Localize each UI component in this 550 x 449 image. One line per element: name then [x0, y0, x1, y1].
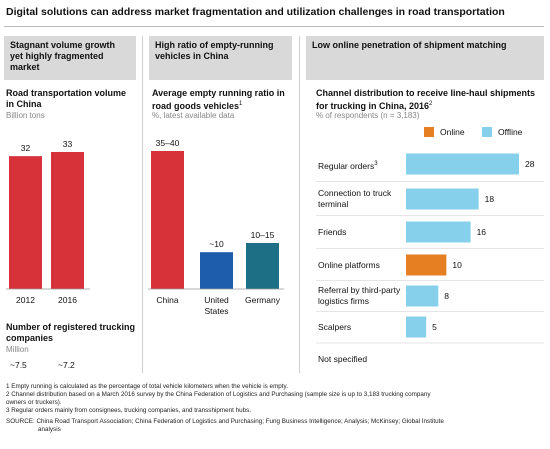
bar-2012 [9, 156, 42, 289]
source-line-1: SOURCE: China Road Transport Association… [6, 418, 444, 425]
bar-germany [246, 243, 279, 289]
hbar-2 [406, 221, 471, 243]
panel2-header: High ratio of empty-running vehicles in … [149, 36, 292, 80]
value-label-2: 10–15 [251, 230, 275, 240]
footnote-2-cont: owners or truckers). [6, 399, 62, 406]
panel1-chart-title: Road transportation volume in China [6, 88, 127, 109]
panel1-unit: Billion tons [6, 111, 45, 120]
footnote-1: 1 Empty running is calculated as the per… [6, 383, 288, 390]
panel2-chart-title: Average empty running ratio in road good… [152, 88, 294, 112]
panel2-footnote-mark: 1 [239, 101, 243, 107]
hbar-4 [406, 285, 439, 307]
tick-label-2012: 2012 [16, 295, 35, 305]
value-label-2016: 33 [63, 139, 73, 149]
row-label-4: Referral by third-party logistics firms [318, 285, 402, 307]
hbar-value-2: 16 [477, 227, 487, 237]
legend-online-label: Online [440, 127, 465, 137]
bar-2016 [51, 152, 84, 289]
registered-value-2016: ~7.2 [58, 360, 75, 370]
footnote-3: 3 Regular orders mainly from consignees,… [6, 407, 252, 414]
panel3-footnote-mark: 2 [429, 101, 433, 107]
panel3-unit: % of respondents (n = 3,183) [316, 111, 420, 120]
row-label-text-3: Online platforms [318, 259, 380, 270]
tick-label-2016: 2016 [58, 295, 77, 305]
row-label-2: Friends [318, 227, 402, 238]
hbar-3 [406, 254, 447, 276]
hbar-value-3: 10 [452, 260, 462, 270]
hbar-value-4: 8 [444, 291, 449, 301]
hbar-5 [406, 316, 427, 338]
row-label-superscript-0: 3 [374, 160, 378, 167]
value-label-2012: 32 [21, 143, 31, 153]
value-label-1: ~10 [209, 239, 224, 249]
bar-china [151, 151, 184, 289]
panel2-chart-title-text: Average empty running ratio in road good… [152, 88, 285, 111]
panel-separator-2 [299, 36, 300, 373]
tick-label-2: Germany [245, 295, 281, 305]
legend-offline-label: Offline [498, 127, 523, 137]
panel-separator-1 [142, 36, 143, 373]
footnote-2: 2 Channel distribution based on a March … [6, 391, 431, 398]
tick-label-0: China [156, 295, 178, 305]
row-label-1: Connection to truck terminal [318, 188, 402, 210]
row-label-3: Online platforms [318, 260, 402, 271]
footnotes: 1 Empty running is calculated as the per… [6, 383, 546, 434]
hbar-value-5: 5 [432, 322, 437, 332]
registered-value-2012: ~7.5 [10, 360, 27, 370]
row-label-5: Scalpers [318, 322, 402, 333]
row-label-text-5: Scalpers [318, 321, 352, 332]
value-label-0: 35–40 [156, 138, 180, 148]
panel1-header: Stagnant volume growth yet highly fragme… [4, 36, 136, 80]
tick-label-1: United States [204, 295, 229, 316]
hbar-1 [406, 188, 479, 210]
registered-unit: Million [6, 345, 29, 354]
page-title: Digital solutions can address market fra… [6, 6, 505, 18]
source-line-2: analysis [38, 426, 61, 433]
row-label-6: Not specified [318, 354, 402, 365]
hbar-0 [406, 153, 519, 175]
title-divider [4, 26, 544, 27]
hbar-value-0: 28 [525, 159, 535, 169]
row-label-text-1: Connection to truck terminal [318, 188, 392, 209]
row-label-text-6: Not specified [318, 353, 368, 364]
row-label-text-0: Regular orders [318, 160, 375, 171]
panel3-header: Low online penetration of shipment match… [306, 36, 544, 80]
row-label-text-2: Friends [318, 226, 347, 237]
row-label-text-4: Referral by third-party logistics firms [318, 285, 401, 306]
registered-title: Number of registered trucking companies [6, 322, 136, 343]
panel3-chart-title-text: Channel distribution to receive line-hau… [316, 88, 536, 111]
legend-online-swatch [424, 127, 434, 137]
panel2-unit: %, latest available data [152, 111, 235, 120]
row-label-0: Regular orders3 [318, 159, 402, 172]
panel3-chart-title: Channel distribution to receive line-hau… [316, 88, 536, 112]
hbar-value-1: 18 [485, 194, 495, 204]
legend-offline-swatch [482, 127, 492, 137]
bar-united-states [200, 252, 233, 289]
